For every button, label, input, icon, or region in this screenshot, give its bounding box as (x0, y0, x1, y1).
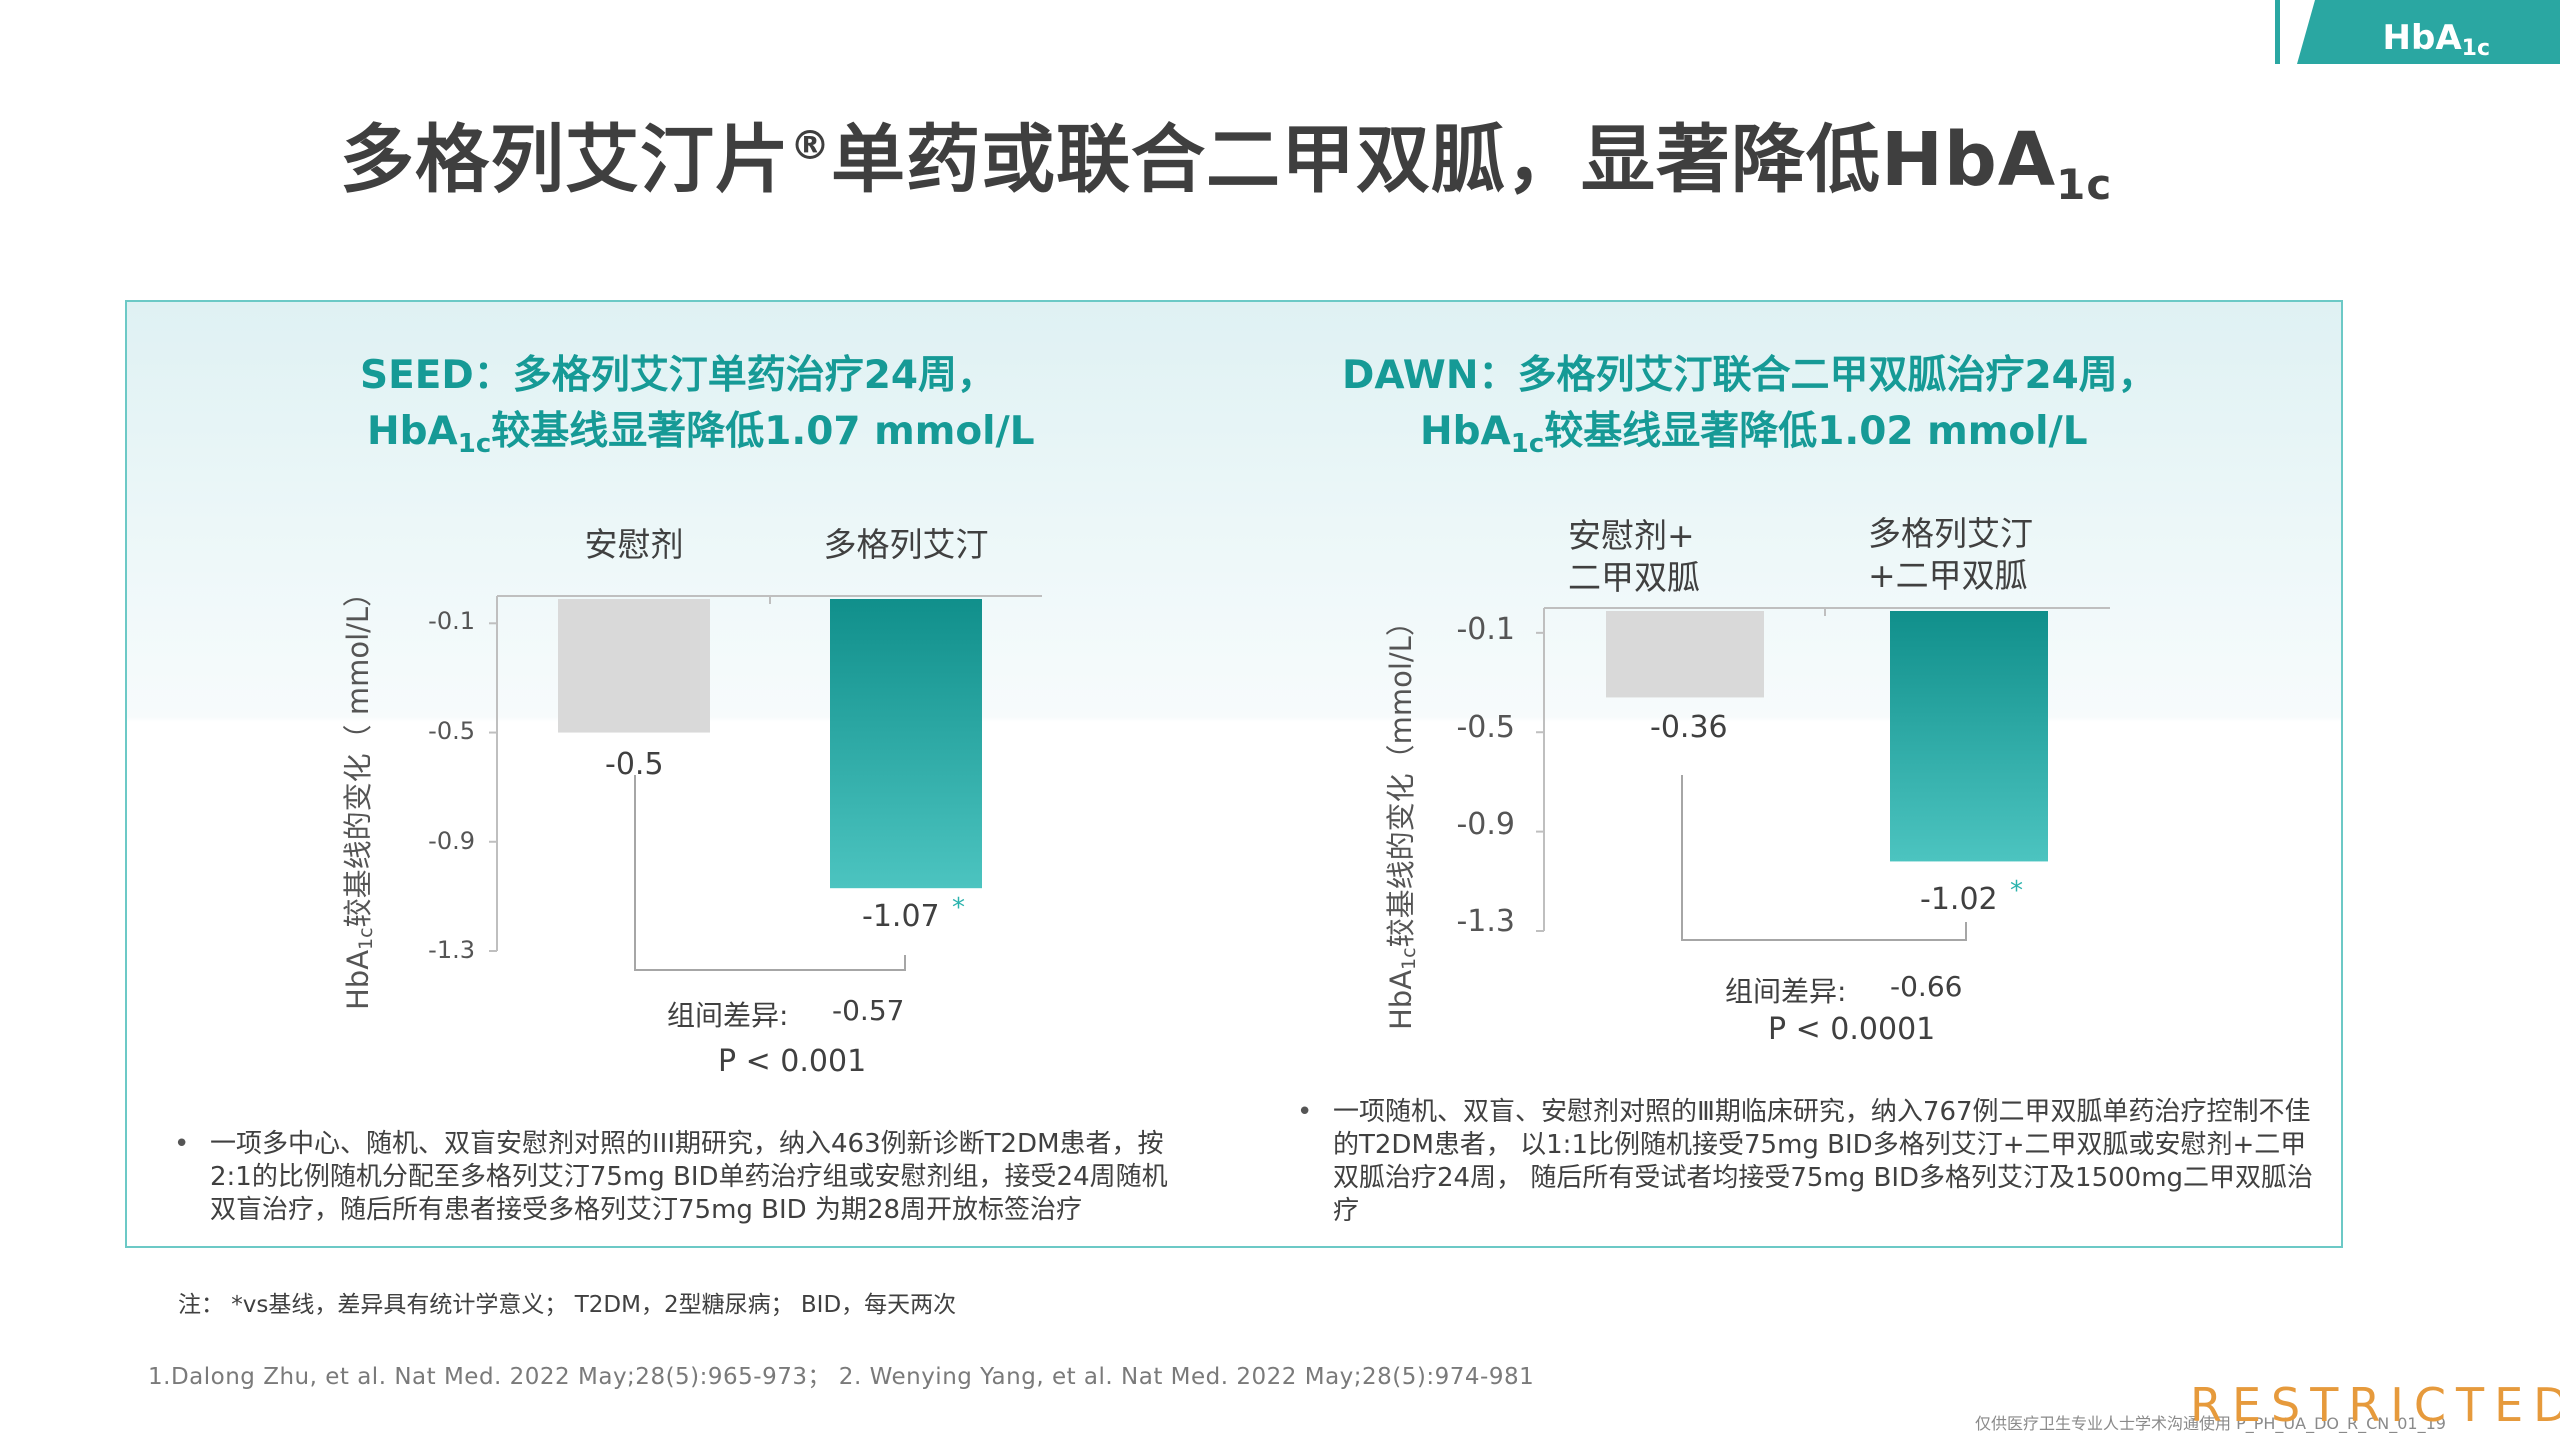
dawn-y-tick: -0.9 (1456, 807, 1515, 842)
dawn-p-value: P < 0.0001 (1768, 1012, 1936, 1047)
section-tag-label: HbA1c (2382, 18, 2490, 61)
seed-difference-value: -0.57 (832, 994, 905, 1027)
seed-difference-label: 组间差异: (667, 999, 789, 1032)
restricted-watermark: RESTRICTED (2190, 1378, 2560, 1432)
dawn-bar (1890, 611, 2048, 862)
dawn-category-label: 安慰剂+ 二甲双胍 (1568, 516, 1700, 597)
footer-disclaimer: 仅供医疗卫生专业人士学术沟通使用 P_PH_UA_DO_R_CN_01_19 (1975, 1414, 2446, 1433)
dawn-heading-line1: DAWN：多格列艾汀联合二甲双胍治疗24周， (1342, 353, 2157, 398)
dawn-value-label: -1.02 (1920, 882, 1998, 917)
seed-significance-star: * (952, 893, 965, 923)
references: 1.Dalong Zhu, et al. Nat Med. 2022 May;2… (148, 1364, 1535, 1390)
seed-bar (830, 599, 982, 889)
dawn-category-label: 多格列艾汀 +二甲双胍 (1868, 514, 2033, 595)
dawn-difference-value: -0.66 (1890, 970, 1963, 1003)
dawn-bar (1606, 611, 1764, 698)
slide-title: 多格列艾汀片®单药或联合二甲双胍，显著降低HbA1c (340, 117, 2113, 209)
seed-y-tick: -0.9 (428, 827, 475, 855)
dawn-study-description: 一项随机、双盲、安慰剂对照的Ⅲ期临床研究，纳入767例二甲双胍单药治疗控制不佳的… (1297, 1096, 2318, 1228)
seed-value-label: -1.07 (862, 899, 940, 934)
section-tag-shape (2275, 0, 2560, 64)
footnote: 注： *vs基线，差异具有统计学意义； T2DM，2型糖尿病； BID，每天两次 (178, 1292, 957, 1318)
dawn-y-tick: -1.3 (1456, 904, 1515, 939)
seed-category-label: 安慰剂 (584, 525, 684, 564)
seed-heading-line2: HbA1c较基线显著降低1.07 mmol/L (367, 409, 1035, 459)
dawn-value-label: -0.36 (1650, 710, 1728, 745)
dawn-difference-bracket (1681, 775, 1967, 941)
seed-heading-line1: SEED：多格列艾汀单药治疗24周， (360, 353, 997, 398)
seed-y-tick: -1.3 (428, 936, 475, 964)
dawn-difference-label: 组间差异: (1725, 975, 1847, 1008)
dawn-y-tick: -0.1 (1456, 612, 1515, 647)
seed-y-tick: -0.5 (428, 717, 475, 745)
seed-p-value: P < 0.001 (718, 1044, 867, 1079)
seed-bar (558, 599, 710, 733)
dawn-heading-line2: HbA1c较基线显著降低1.02 mmol/L (1420, 409, 2088, 459)
seed-category-label: 多格列艾汀 (823, 525, 989, 564)
seed-study-description: 一项多中心、随机、双盲安慰剂对照的III期研究，纳入463例新诊断T2DM患者，… (174, 1128, 1190, 1227)
seed-y-tick: -0.1 (428, 607, 475, 635)
dawn-significance-star: * (2010, 876, 2023, 906)
dawn-y-tick: -0.5 (1456, 710, 1515, 745)
seed-difference-bracket (634, 775, 906, 971)
